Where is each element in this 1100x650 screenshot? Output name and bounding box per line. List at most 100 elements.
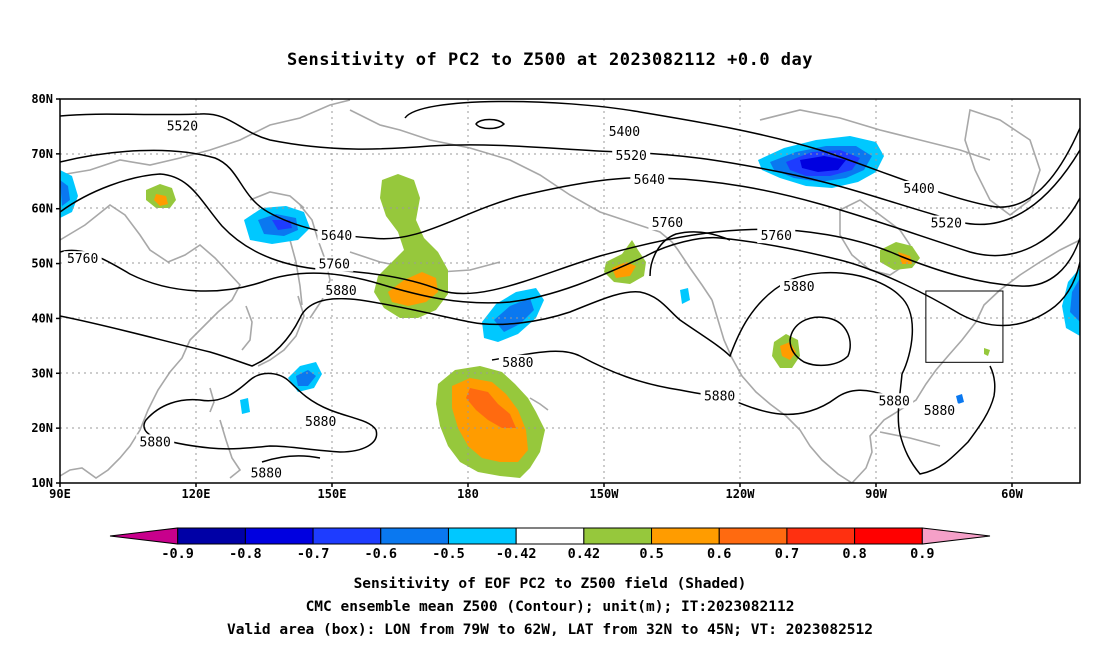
contour-5880-tail (491, 350, 723, 397)
colorbar-segment (447, 527, 517, 545)
coastline-alaska (349, 109, 713, 301)
positive-blob-nw-pacific-core (388, 272, 438, 306)
colorbar-label: -0.7 (297, 546, 330, 562)
negative-blob-atlantic (956, 394, 964, 404)
contour-label: 5760 (761, 229, 792, 244)
contour-5400-low (475, 118, 506, 130)
positive-blob-mexico-core (780, 342, 796, 360)
contour-label: 5880 (783, 280, 814, 295)
lat-label: 40N (31, 311, 53, 325)
contour-label-bg (779, 279, 818, 295)
contour-label: 5640 (321, 229, 352, 244)
caption-line-3: Valid area (box): LON from 79W to 62W, L… (226, 622, 873, 638)
positive-blob-ne-pacific-core (612, 262, 636, 278)
lon-label: 120E (182, 487, 211, 501)
gridlines (60, 99, 1080, 483)
coastline-philippines (219, 419, 242, 479)
contour-label: 5520 (167, 119, 198, 134)
coastline-arctic-islands (759, 109, 991, 161)
coastline-okhotsk (249, 191, 305, 209)
lon-label: 90E (49, 487, 71, 501)
lat-label: 50N (31, 257, 53, 271)
contour-label: 5880 (305, 415, 336, 430)
contour-label: 5880 (704, 389, 735, 404)
contour-label-bg (315, 256, 354, 272)
contour-label-bg (317, 228, 356, 244)
lon-label: 180 (457, 487, 479, 501)
coastline-korea (241, 305, 253, 351)
contour-label: 5880 (878, 394, 909, 409)
lon-label: 150E (318, 487, 347, 501)
colorbar: -0.9 -0.8 -0.7 -0.6 -0.5 -0.42 0.42 0.5 0.6 0.7 0.… (109, 527, 991, 562)
contour-label: 5520 (931, 217, 962, 232)
colorbar-segment (177, 527, 246, 545)
lat-label: 20N (31, 421, 53, 435)
latitude-labels: 80N 70N 60N 50N 40N 30N 20N 10N (31, 92, 60, 490)
colorbar-segment (651, 527, 720, 545)
positive-blob-central-pacific-max (466, 388, 516, 428)
contour-5640-west (60, 173, 1080, 295)
positive-blob-east-asia-core (154, 194, 168, 206)
colorbar-label: -0.8 (229, 546, 262, 562)
coastline-sakhalin (289, 239, 303, 306)
coastline-gulf (851, 239, 1080, 483)
lon-label: 60W (1001, 487, 1023, 501)
contour-label-bg (498, 354, 537, 370)
contour-label-bg (648, 214, 687, 230)
contour-label: 5760 (319, 258, 350, 273)
colorbar-label: 0.42 (568, 546, 601, 562)
coastline-taiwan (209, 387, 215, 413)
contour-label-bg (927, 215, 966, 231)
contour-label-bg (612, 148, 651, 164)
map-area (60, 99, 1080, 483)
colorbar-label: -0.6 (365, 546, 398, 562)
map-frame (59, 98, 1081, 484)
positive-blob-ne-pacific (604, 240, 646, 284)
negative-blob-east-edge-core (1070, 278, 1080, 322)
colorbar-label: -0.9 (161, 546, 194, 562)
colorbar-segment (109, 527, 179, 545)
contour-label-bg (757, 228, 796, 244)
contour-label-bg (700, 388, 739, 404)
colorbar-label: 0.6 (707, 546, 731, 562)
contour-label-bg (920, 403, 959, 419)
negative-blob-west-edge-core (60, 180, 70, 206)
negative-blob-canada-max (800, 156, 846, 172)
colorbar-segment (854, 527, 923, 545)
colorbar-segment (583, 527, 653, 545)
colorbar-label: 0.5 (639, 546, 663, 562)
contour-label: 5880 (924, 404, 955, 419)
negative-blob-north-pacific-core (494, 298, 534, 332)
coastline-siberia (60, 99, 351, 176)
caption-line-2: CMC ensemble mean Z500 (Contour); unit(m… (305, 599, 795, 615)
contour-5880-west (60, 271, 913, 375)
valid-area-box (925, 290, 1004, 363)
negative-blob-kamchatka-max (272, 220, 292, 230)
lon-label: 120W (726, 487, 756, 501)
contour-5880-subtropics (721, 389, 889, 416)
lat-label: 30N (31, 366, 53, 380)
contour-label-bg (301, 414, 340, 430)
contour-label-bg (875, 393, 914, 409)
colorbar-segment (515, 527, 585, 545)
contour-5880-asia-south-tail (261, 455, 321, 463)
lon-label: 90W (865, 487, 887, 501)
colorbar-segment (244, 527, 314, 545)
contour-label-bg (63, 251, 102, 267)
contour-label: 5880 (325, 284, 356, 299)
contour-label-bg (163, 118, 202, 134)
contour-5880-asia-south (143, 372, 378, 453)
contour-label: 5400 (903, 182, 934, 197)
colorbar-segment (718, 527, 788, 545)
colorbar-segment (921, 527, 991, 545)
contour-5880-mexico-high (789, 316, 851, 367)
contour-label-bg (630, 172, 669, 188)
contour-5640 (60, 149, 1080, 257)
contour-label-bg (900, 180, 939, 196)
colorbar-label: -0.42 (496, 546, 537, 562)
lat-label: 60N (31, 202, 53, 216)
lat-label: 80N (31, 92, 53, 106)
contour-label: 5640 (634, 173, 665, 188)
negative-blob-hawaii (680, 288, 690, 304)
